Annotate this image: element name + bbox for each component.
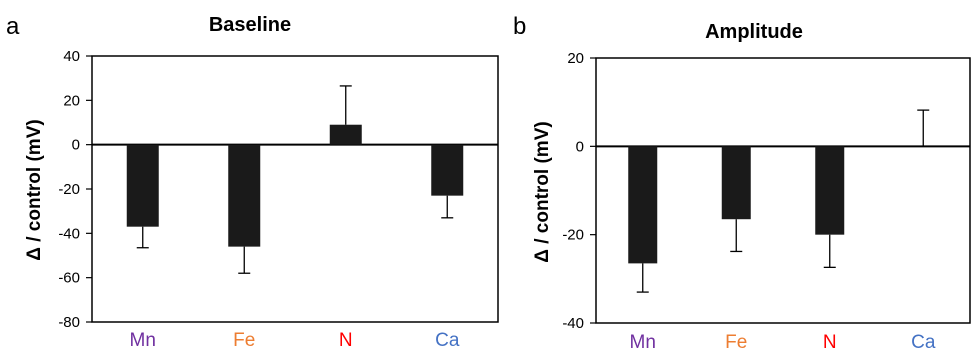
y-tick-label: -20 — [562, 227, 584, 244]
category-label-ca: Ca — [435, 330, 460, 351]
y-tick-label: 0 — [576, 138, 584, 155]
bar-fe — [721, 146, 751, 220]
y-tick-label: 20 — [63, 92, 80, 109]
bar-fe — [228, 144, 261, 247]
y-tick-label: 20 — [567, 50, 584, 67]
y-tick-label: -80 — [58, 314, 80, 331]
y-tick-label: -40 — [562, 315, 584, 332]
y-tick-label: 0 — [72, 137, 80, 154]
category-labels-b: Mn Fe N Ca — [630, 332, 936, 353]
y-axis-label-a: Δ / control (mV) — [24, 119, 45, 260]
error-bars-a — [136, 85, 454, 274]
bars-a — [126, 124, 464, 247]
category-label-n: N — [339, 330, 353, 351]
y-tick-label: -60 — [58, 270, 80, 287]
bar-n — [815, 146, 845, 235]
y-tick-label: -40 — [58, 225, 80, 242]
bar-mn — [628, 146, 658, 264]
chart-title-baseline: Baseline — [209, 14, 291, 36]
chart-title-amplitude: Amplitude — [705, 21, 803, 43]
bar-ca — [431, 144, 464, 196]
error-bars-b — [636, 109, 930, 293]
y-ticks-b: 20 0 -20 -40 — [562, 50, 596, 332]
panel-a-baseline-chart: a Baseline Δ / control (mV) 40 20 0 -20 -40 -… — [6, 13, 499, 351]
bars-b — [628, 146, 845, 264]
bar-n — [329, 124, 362, 145]
category-label-fe: Fe — [725, 332, 747, 353]
panel-b-amplitude-chart: b Amplitude Δ / control (mV) 20 0 -20 -40 M… — [513, 13, 971, 353]
panel-letter-b: b — [513, 13, 526, 40]
category-labels-a: Mn Fe N Ca — [130, 330, 460, 351]
y-tick-label: -20 — [58, 181, 80, 198]
plot-frame-b — [595, 57, 971, 324]
category-label-fe: Fe — [233, 330, 255, 351]
category-label-mn: Mn — [630, 332, 656, 353]
category-label-mn: Mn — [130, 330, 156, 351]
category-label-ca: Ca — [911, 332, 936, 353]
y-ticks-a: 40 20 0 -20 -40 -60 -80 — [58, 48, 92, 331]
category-label-n: N — [823, 332, 837, 353]
y-axis-label-b: Δ / control (mV) — [532, 121, 553, 262]
panel-letter-a: a — [6, 13, 20, 40]
y-tick-label: 40 — [63, 48, 80, 65]
bar-mn — [126, 144, 159, 227]
